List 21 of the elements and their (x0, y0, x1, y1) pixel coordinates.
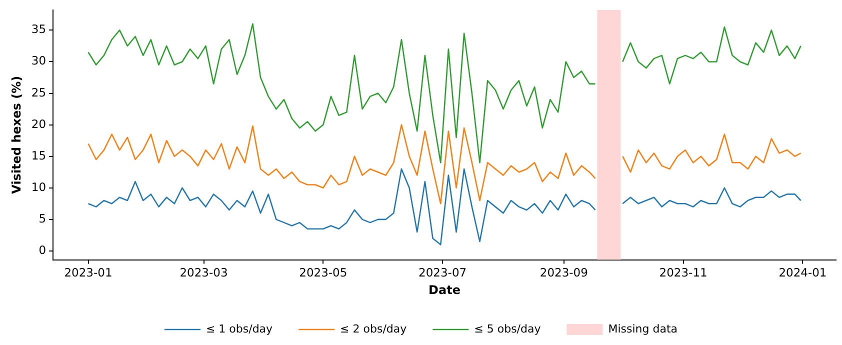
y-tick-label: 35 (31, 22, 46, 36)
y-tick-label: 15 (31, 148, 46, 162)
x-tick-label: 2023-09 (540, 266, 588, 280)
x-tick-label: 2023-01 (64, 266, 112, 280)
x-tick-label: 2023-07 (418, 266, 467, 280)
legend-label: ≤ 1 obs/day (206, 322, 274, 336)
x-tick-label: 2023-11 (659, 266, 708, 280)
y-axis-title: Visited hexes (%) (9, 76, 24, 194)
y-tick-label: 25 (31, 85, 46, 100)
x-axis-title: Date (428, 282, 460, 297)
x-tick-label: 2023-05 (299, 266, 348, 280)
legend-label: Missing data (608, 322, 678, 336)
x-tick-label: 2024-01 (778, 266, 827, 280)
y-tick-label: 5 (38, 211, 46, 226)
y-tick-label: 20 (31, 116, 46, 131)
y-tick-label: 0 (38, 242, 46, 257)
y-tick-label: 30 (31, 54, 46, 68)
x-tick-label: 2023-03 (180, 266, 228, 280)
legend-label: ≤ 2 obs/day (340, 322, 408, 336)
y-tick-label: 10 (31, 180, 46, 194)
legend-label: ≤ 5 obs/day (474, 322, 542, 336)
